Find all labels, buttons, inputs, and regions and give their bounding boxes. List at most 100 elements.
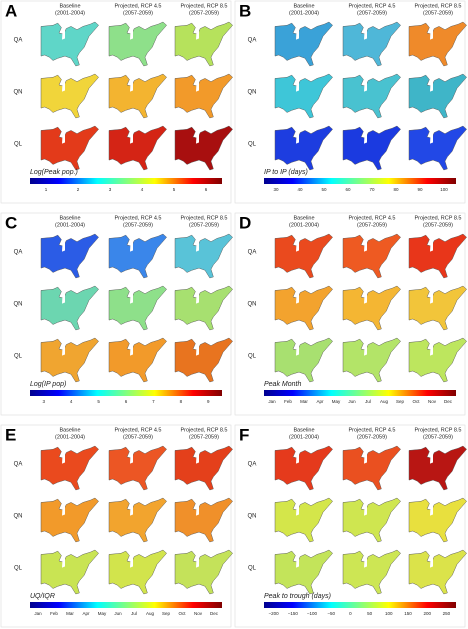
colorbar-tick-label: Nov bbox=[194, 611, 203, 616]
colorbar-tick-label: Jul bbox=[365, 399, 371, 404]
column-title: Projected, RCP 8.5 bbox=[181, 215, 228, 221]
panel-frame bbox=[234, 424, 466, 628]
column-title: Baseline bbox=[293, 3, 314, 9]
map bbox=[342, 549, 401, 595]
lake bbox=[364, 453, 367, 464]
column-title: Projected, RCP 4.5 bbox=[115, 215, 162, 221]
map bbox=[342, 337, 401, 383]
column-title: Baseline bbox=[59, 215, 80, 221]
column-title: Projected, RCP 8.5 bbox=[415, 215, 462, 221]
map-region bbox=[40, 337, 99, 383]
map bbox=[274, 445, 333, 491]
colorbar-tick-label: Mar bbox=[66, 611, 74, 616]
map bbox=[408, 549, 467, 595]
map-region bbox=[408, 337, 467, 383]
lake bbox=[130, 29, 133, 40]
map bbox=[40, 445, 99, 491]
map-region bbox=[408, 285, 467, 331]
column-period: (2057-2059) bbox=[423, 222, 453, 228]
colorbar-tick-label: Dec bbox=[210, 611, 219, 616]
row-label: QA bbox=[248, 250, 257, 256]
column-period: (2057-2059) bbox=[423, 10, 453, 16]
lake bbox=[62, 29, 65, 40]
map-region bbox=[108, 73, 167, 119]
panel: C Baseline(2001-2004)Projected, RCP 4.5(2… bbox=[0, 212, 233, 416]
column-period: (2057-2059) bbox=[423, 434, 453, 440]
column-title: Projected, RCP 4.5 bbox=[115, 427, 162, 433]
map-region bbox=[174, 73, 233, 119]
map-region bbox=[40, 445, 99, 491]
colorbar-tick-label: 90 bbox=[417, 187, 423, 192]
map-region bbox=[274, 549, 333, 595]
colorbar-tick-label: 30 bbox=[273, 187, 279, 192]
lake bbox=[430, 293, 433, 304]
column-title: Projected, RCP 4.5 bbox=[349, 215, 396, 221]
lake bbox=[296, 81, 299, 92]
row-label: QA bbox=[248, 38, 257, 44]
map bbox=[174, 73, 233, 119]
map-region bbox=[274, 445, 333, 491]
column-period: (2001-2004) bbox=[55, 10, 85, 16]
panel: F Baseline(2001-2004)Projected, RCP 4.5(2… bbox=[234, 424, 467, 628]
colorbar-tick-label: Oct bbox=[412, 399, 420, 404]
map-region bbox=[108, 125, 167, 171]
map bbox=[342, 285, 401, 331]
column-period: (2001-2004) bbox=[289, 10, 319, 16]
lake bbox=[364, 241, 367, 252]
lake bbox=[62, 345, 65, 356]
colorbar-tick-label: 4 bbox=[70, 399, 73, 404]
row-label: QL bbox=[14, 142, 23, 148]
lake bbox=[364, 29, 367, 40]
map-region bbox=[40, 125, 99, 171]
lake bbox=[62, 293, 65, 304]
column-period: (2057-2059) bbox=[357, 10, 387, 16]
lake bbox=[62, 133, 65, 144]
map bbox=[342, 21, 401, 67]
map-region bbox=[174, 549, 233, 595]
map bbox=[40, 73, 99, 119]
map bbox=[408, 337, 467, 383]
map bbox=[408, 125, 467, 171]
lake bbox=[364, 557, 367, 568]
panel-letter: C bbox=[5, 213, 17, 232]
colorbar-tick-label: Nov bbox=[428, 399, 437, 404]
map-region bbox=[108, 285, 167, 331]
column-period: (2057-2059) bbox=[189, 222, 219, 228]
lake bbox=[196, 293, 199, 304]
lake bbox=[130, 133, 133, 144]
colorbar-tick-label: −50 bbox=[327, 611, 335, 616]
map bbox=[174, 233, 233, 279]
lake bbox=[196, 505, 199, 516]
map bbox=[108, 125, 167, 171]
map-region bbox=[408, 233, 467, 279]
map-region bbox=[174, 445, 233, 491]
map-region bbox=[108, 233, 167, 279]
colorbar-label: Log(Peak pop.) bbox=[30, 169, 78, 176]
map-region bbox=[108, 337, 167, 383]
panel-letter: B bbox=[239, 1, 251, 20]
map bbox=[274, 337, 333, 383]
panel: B Baseline(2001-2004)Projected, RCP 4.5(2… bbox=[234, 0, 467, 204]
lake bbox=[62, 505, 65, 516]
row-label: QL bbox=[14, 566, 23, 572]
row-label: QN bbox=[14, 302, 23, 308]
colorbar bbox=[30, 390, 222, 396]
panel-letter: E bbox=[5, 425, 16, 444]
map bbox=[274, 285, 333, 331]
map-region bbox=[274, 337, 333, 383]
panel: D Baseline(2001-2004)Projected, RCP 4.5(2… bbox=[234, 212, 467, 416]
map bbox=[408, 233, 467, 279]
column-title: Baseline bbox=[293, 215, 314, 221]
lake bbox=[130, 345, 133, 356]
map-region bbox=[408, 73, 467, 119]
colorbar-tick-label: Feb bbox=[50, 611, 58, 616]
map-region bbox=[174, 21, 233, 67]
colorbar bbox=[30, 602, 222, 608]
map bbox=[408, 285, 467, 331]
colorbar-tick-label: 100 bbox=[440, 187, 448, 192]
map bbox=[108, 233, 167, 279]
colorbar-tick-label: 50 bbox=[321, 187, 327, 192]
colorbar-label: IP to IP (days) bbox=[264, 169, 308, 176]
lake bbox=[364, 293, 367, 304]
map-region bbox=[342, 497, 401, 543]
